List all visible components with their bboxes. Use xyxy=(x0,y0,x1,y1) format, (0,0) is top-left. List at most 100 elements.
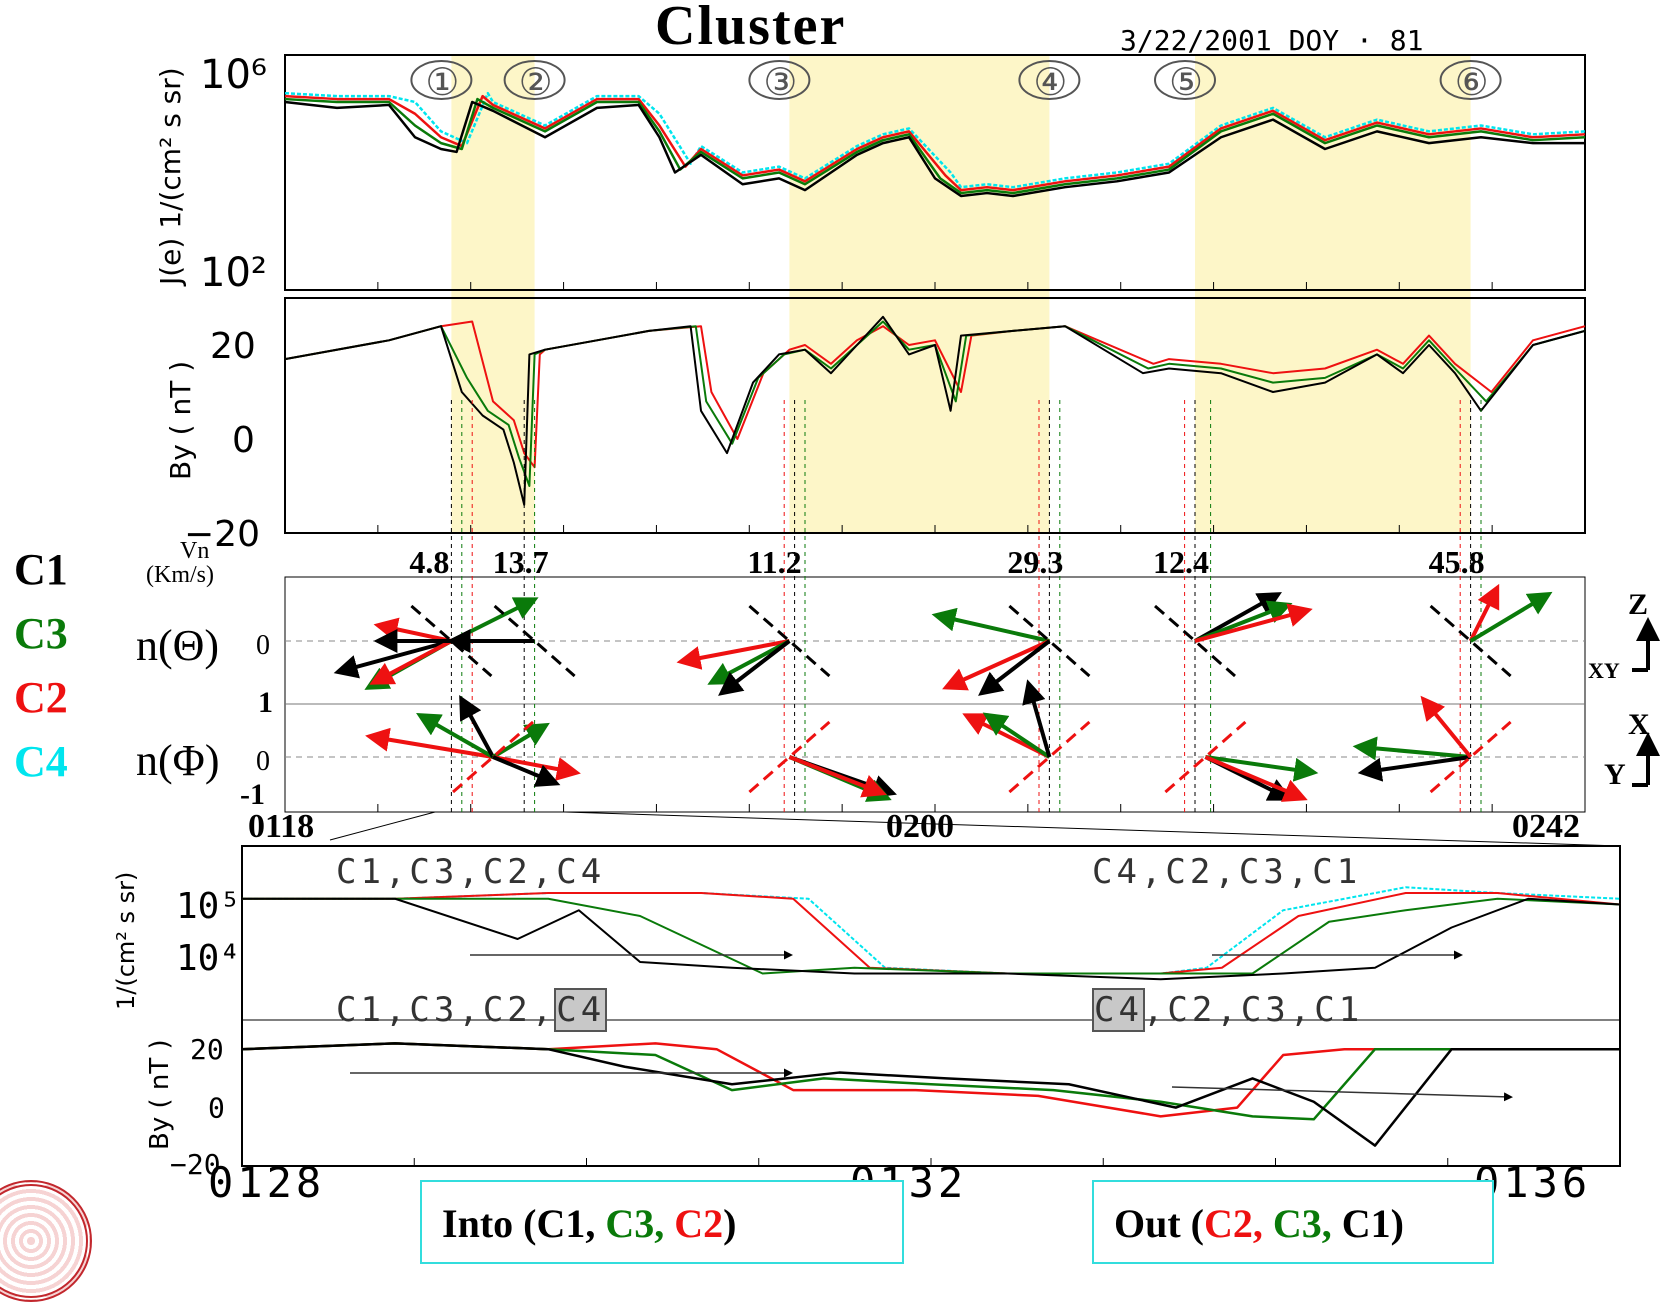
normal-arrow-c1 xyxy=(1357,755,1471,782)
figure-title: Cluster xyxy=(655,0,847,57)
normal-arrow-c3 xyxy=(450,597,539,643)
normal-arrow-c3 xyxy=(1205,755,1319,782)
zoom-by-line-c2 xyxy=(241,1042,1620,1118)
main-time-tick-mid: 0200 xyxy=(886,808,954,845)
zoom-connector-left xyxy=(329,811,436,841)
by-ytick-minus20: −20 xyxy=(184,514,260,555)
into-prefix: Into (C1, xyxy=(442,1201,606,1246)
event-marker-ring-1 xyxy=(410,60,473,100)
normals-panel-frame xyxy=(284,576,1586,813)
event-marker-2: ② xyxy=(519,60,553,104)
zoom-order-out-2: C4,C2,C3,C1 xyxy=(1092,988,1363,1032)
normal-speed-6: 45.8 xyxy=(1429,544,1485,580)
normal-arrow-c1 xyxy=(459,694,495,758)
axis-z-label: Z xyxy=(1628,588,1649,621)
satellite-label-c1: C1 xyxy=(14,545,68,594)
normal-arrow-c1 xyxy=(1194,592,1282,643)
vn-label-line2: (Km/s) xyxy=(146,562,214,588)
normal-arrow-c2 xyxy=(676,639,790,670)
zoom-flux-line-c1 xyxy=(242,897,1621,981)
axis-y-label: Y xyxy=(1604,758,1626,791)
normal-arrow-c3 xyxy=(416,713,494,759)
zoom-time-tick-start: 0128 xyxy=(208,1158,326,1207)
zoom-order-in: C1,C3,C2,C4 xyxy=(336,852,606,892)
into-c2: C2 xyxy=(664,1201,724,1246)
zoom-by-line-c3 xyxy=(241,1042,1620,1121)
normal-arrow-c1 xyxy=(333,639,452,679)
into-suffix: ) xyxy=(723,1201,737,1246)
n-theta-label: n(Θ) xyxy=(136,621,220,670)
main-time-tick-start: 0118 xyxy=(248,808,315,845)
axis-xy-label: XY xyxy=(1588,658,1620,683)
flux-ytick-bottom: 10² xyxy=(200,250,267,296)
flux-ylabel: J(e) 1/(cm² s sr) xyxy=(154,67,187,287)
normal-arrow-c3 xyxy=(982,712,1051,759)
normal-arrow-c2 xyxy=(1204,755,1308,802)
normal-arrow-c1 xyxy=(718,639,791,696)
shaded-interval-3 xyxy=(1195,55,1471,533)
normal-arrow-c1 xyxy=(492,755,561,787)
zoom-flux-ytick-bottom: 10⁴ xyxy=(176,938,241,979)
event-marker-6: ⑥ xyxy=(1455,60,1489,104)
normal-arrow-c2 xyxy=(1194,603,1313,643)
zoom-flux-line-c3 xyxy=(242,897,1621,975)
satellite-label-c2: C2 xyxy=(14,673,68,722)
normal-arrow-c2 xyxy=(942,639,1051,691)
axis-x-label: X xyxy=(1628,708,1650,741)
by-line-c2 xyxy=(284,320,1586,469)
date-label: 3/22/2001 DOY · 81 xyxy=(1120,24,1424,57)
out-c1: C1 xyxy=(1331,1201,1391,1246)
normal-arrow-c1 xyxy=(978,639,1051,696)
normal-speed-2: 13.7 xyxy=(493,544,549,580)
normal-speed-4: 29.3 xyxy=(1007,544,1063,580)
normal-arrow-c3 xyxy=(491,722,550,759)
event-marker-ring-5 xyxy=(1154,60,1216,100)
normal-arrow-c2 xyxy=(788,755,887,798)
zoom-flux-line-c4 xyxy=(242,886,1621,975)
minus-one-tick: -1 xyxy=(240,778,265,811)
out-c2: C2, xyxy=(1204,1201,1263,1246)
flux-ytick-top: 10⁶ xyxy=(200,52,267,98)
propagation-arrow-4 xyxy=(1171,1086,1513,1102)
out-c3: C3, xyxy=(1262,1201,1332,1246)
normal-speed-3: 11.2 xyxy=(747,544,801,580)
normal-arrow-c2 xyxy=(373,617,452,643)
normal-arrow-c3 xyxy=(931,607,1050,643)
by-ytick-20: 20 xyxy=(210,326,256,367)
zoom-order-in-2-prefix: C1,C3,C2, xyxy=(336,990,557,1030)
zoom-by-ylabel: By ( nT ) xyxy=(145,1039,175,1150)
normal-speed-5: 12.4 xyxy=(1153,544,1209,580)
zoom-order-in-2-boxed: C4 xyxy=(554,988,608,1032)
satellite-label-c3: C3 xyxy=(14,609,68,658)
event-marker-ring-3 xyxy=(748,60,811,100)
satellite-label-c4: C4 xyxy=(14,737,68,786)
phi-zero-tick: 0 xyxy=(256,746,270,777)
zoom-order-in-2: C1,C3,C2,C4 xyxy=(336,988,608,1032)
event-marker-ring-2 xyxy=(503,60,566,100)
out-suffix: ) xyxy=(1390,1201,1404,1246)
by-ytick-0: 0 xyxy=(232,420,255,461)
normal-arrow-c3 xyxy=(1469,591,1553,643)
normal-arrow-c2 xyxy=(1420,695,1473,759)
flux-line-c4 xyxy=(284,91,1586,189)
zoom-order-out-2-boxed: C4 xyxy=(1092,988,1145,1032)
zoom-by-ytick-minus20: −20 xyxy=(170,1148,221,1181)
n-phi-label: n(Φ) xyxy=(136,736,220,785)
out-box-text: Out (C2, C3, C1) xyxy=(1114,1200,1404,1247)
normal-arrow-c2 xyxy=(365,727,494,759)
into-c3: C3, xyxy=(605,1201,665,1246)
event-marker-ring-6 xyxy=(1439,60,1502,100)
into-box-text: Into (C1, C3, C2) xyxy=(442,1200,736,1247)
normal-arrow-c1 xyxy=(1022,679,1052,758)
zoom-by-ytick-20: 20 xyxy=(190,1033,224,1066)
event-marker-4: ④ xyxy=(1033,60,1067,104)
event-marker-1: ① xyxy=(425,60,459,104)
into-box: Into (C1, C3, C2) xyxy=(420,1180,904,1264)
zoom-by-line-c1 xyxy=(241,1042,1620,1147)
normal-speed-1: 4.8 xyxy=(409,544,449,580)
main-time-tick-end: 0242 xyxy=(1512,808,1580,845)
zoom-flux-ylabel: 1/(cm² s sr) xyxy=(112,872,140,1010)
zoom-by-ytick-0: 0 xyxy=(208,1092,225,1125)
event-marker-ring-4 xyxy=(1018,60,1081,100)
